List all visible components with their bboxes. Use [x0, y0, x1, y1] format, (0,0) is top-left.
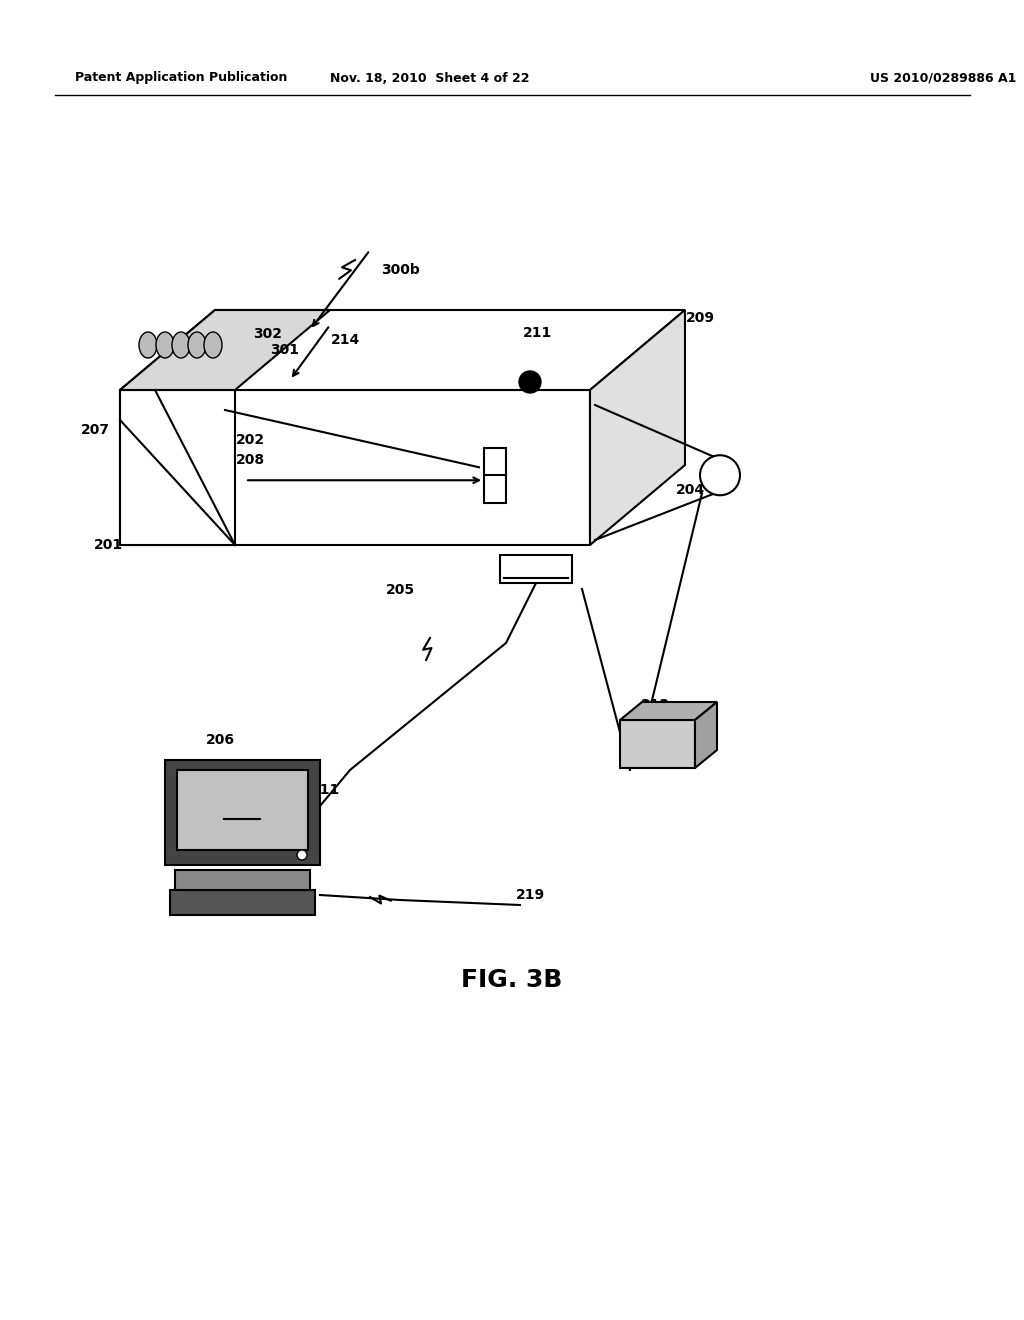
Text: 301: 301: [270, 343, 299, 356]
Text: 211: 211: [523, 326, 553, 341]
Ellipse shape: [188, 333, 206, 358]
Text: Patent Application Publication: Patent Application Publication: [75, 71, 288, 84]
Text: 208: 208: [236, 453, 264, 467]
Bar: [484, 449, 506, 503]
Ellipse shape: [172, 333, 190, 358]
Bar: [500, 554, 572, 583]
Text: US 2010/0289886 A1: US 2010/0289886 A1: [870, 71, 1017, 84]
Text: 210: 210: [227, 803, 257, 817]
Ellipse shape: [139, 333, 157, 358]
Bar: [170, 890, 315, 915]
Text: Nov. 18, 2010  Sheet 4 of 22: Nov. 18, 2010 Sheet 4 of 22: [331, 71, 529, 84]
Circle shape: [297, 850, 307, 861]
Polygon shape: [120, 310, 685, 389]
Polygon shape: [590, 310, 685, 545]
Polygon shape: [120, 310, 330, 389]
Text: 219: 219: [515, 888, 545, 902]
Ellipse shape: [204, 333, 222, 358]
Text: 214: 214: [331, 333, 359, 347]
Text: 206: 206: [206, 733, 234, 747]
Text: 302: 302: [254, 327, 283, 341]
Bar: [175, 870, 310, 890]
Text: 204: 204: [676, 483, 705, 498]
Text: 211: 211: [310, 783, 340, 797]
Text: 300b: 300b: [381, 263, 420, 277]
Text: 201: 201: [93, 539, 123, 552]
Text: FIG. 3B: FIG. 3B: [462, 968, 562, 993]
Text: 220: 220: [168, 338, 198, 352]
Text: 209: 209: [685, 312, 715, 325]
Text: 205: 205: [385, 583, 415, 597]
Text: 207: 207: [81, 422, 110, 437]
Text: 203: 203: [521, 562, 551, 576]
Bar: [120, 389, 590, 545]
Polygon shape: [695, 702, 717, 768]
Text: 202: 202: [236, 433, 264, 447]
Bar: [165, 760, 319, 865]
Circle shape: [700, 455, 740, 495]
Polygon shape: [620, 702, 717, 719]
Bar: [120, 389, 234, 545]
Text: 212: 212: [640, 698, 670, 711]
Bar: [177, 770, 308, 850]
Ellipse shape: [156, 333, 174, 358]
Bar: [620, 719, 695, 768]
Circle shape: [519, 371, 541, 393]
